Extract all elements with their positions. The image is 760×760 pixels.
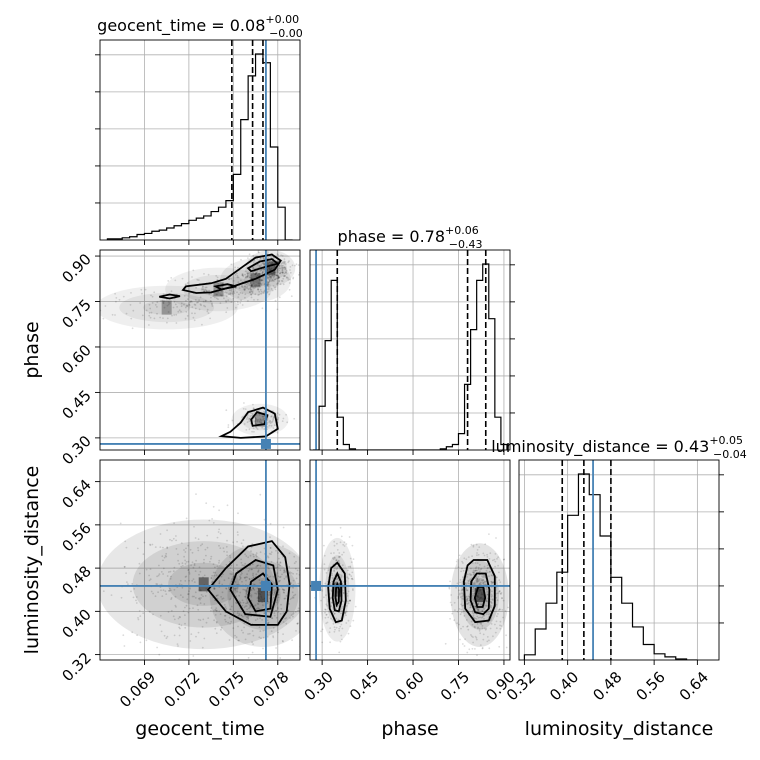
xtick-label-luminosity_distance-4: 0.64	[676, 668, 712, 704]
ytick-label-luminosity_distance-1: 0.40	[58, 605, 94, 641]
histogram-geocent_time	[106, 53, 293, 240]
density-peak	[198, 577, 209, 592]
xlabel-phase: phase	[381, 718, 438, 740]
xtick-label-phase-3: 0.75	[437, 668, 473, 704]
ylabel-luminosity_distance: luminosity_distance	[21, 466, 43, 655]
density-peak	[255, 412, 265, 427]
contour-4	[218, 406, 279, 439]
panel-phase-hist	[309, 249, 515, 455]
contour-5	[250, 411, 269, 427]
ytick-label-phase-1: 0.45	[58, 387, 94, 423]
ytick-label-luminosity_distance-0: 0.32	[58, 649, 94, 685]
panel-geocent_time-hist	[95, 39, 301, 245]
panel-phase-vs-luminosity_distance: 0.30 0.45 0.60 0.75 0.90	[301, 459, 519, 704]
xtick-label-luminosity_distance-2: 0.48	[589, 668, 625, 704]
contour-1	[331, 571, 343, 613]
ytick-label-luminosity_distance-4: 0.64	[58, 476, 94, 512]
density-shade	[231, 403, 289, 436]
panel-geocent_time-vs-phase: 0.30 0.45 0.60 0.75 0.90	[58, 249, 301, 468]
xtick-label-phase-1: 0.45	[346, 668, 382, 704]
contour-3	[159, 293, 181, 300]
ytick-label-luminosity_distance-2: 0.48	[58, 562, 94, 598]
axes-frame	[309, 249, 511, 451]
density-shade	[165, 267, 272, 312]
density-peak	[250, 273, 261, 288]
density-peak	[265, 261, 276, 276]
title-phase: phase = 0.78+0.06 −0.43	[338, 224, 483, 251]
xtick-label-phase-0: 0.30	[301, 668, 337, 704]
ytick-label-phase-3: 0.75	[58, 296, 94, 332]
density-shade	[319, 537, 356, 642]
contour-2	[334, 581, 341, 608]
contour-0	[327, 561, 347, 624]
truth-point	[260, 580, 271, 591]
histogram-phase	[313, 263, 508, 450]
panel-luminosity_distance-hist: 0.32 0.40 0.48 0.56 0.64	[503, 459, 724, 704]
truth-point	[260, 438, 271, 449]
density-shade	[100, 285, 238, 330]
contour-2	[212, 283, 237, 291]
contour-5	[473, 586, 487, 608]
contour-1	[229, 559, 279, 618]
xtick-label-geocent_time-3: 0.078	[249, 668, 292, 711]
xtick-label-luminosity_distance-1: 0.40	[546, 668, 582, 704]
xlabel-geocent_time: geocent_time	[135, 718, 264, 740]
contour-3	[462, 559, 496, 624]
xtick-label-phase-2: 0.60	[391, 668, 427, 704]
density-peak	[474, 588, 485, 603]
contour-0	[181, 253, 282, 294]
density-peak	[332, 582, 343, 597]
density-peak	[257, 588, 268, 603]
ytick-label-luminosity_distance-3: 0.56	[58, 519, 94, 555]
density-shade	[182, 274, 255, 304]
axes-frame	[518, 459, 720, 661]
axes-frame	[99, 459, 301, 661]
density-shade	[119, 293, 215, 323]
xlabel-luminosity_distance: luminosity_distance	[525, 718, 714, 740]
contour-4	[469, 572, 491, 616]
axes-frame	[99, 39, 301, 241]
density-shade	[241, 409, 279, 431]
truth-point	[311, 580, 322, 591]
title-luminosity_distance: luminosity_distance = 0.43+0.05 −0.04	[491, 434, 747, 461]
axes-frame	[99, 249, 301, 451]
axes-frame	[309, 459, 511, 661]
density-shade	[209, 543, 300, 648]
density-shade	[142, 300, 191, 315]
xtick-label-geocent_time-0: 0.069	[116, 668, 159, 711]
xtick-label-luminosity_distance-3: 0.56	[633, 668, 669, 704]
ytick-label-phase-4: 0.90	[58, 250, 94, 286]
density-peak	[161, 300, 172, 315]
xtick-label-geocent_time-1: 0.072	[161, 668, 204, 711]
ytick-label-phase-2: 0.60	[58, 341, 94, 377]
density-peak	[213, 282, 224, 297]
xtick-label-geocent_time-2: 0.075	[205, 668, 248, 711]
contour-0	[206, 540, 291, 626]
ylabel-phase: phase	[21, 321, 43, 378]
ytick-label-phase-0: 0.30	[58, 432, 94, 468]
contour-2	[247, 572, 273, 613]
title-geocent_time: geocent_time = 0.08+0.00 −0.00	[97, 13, 303, 40]
